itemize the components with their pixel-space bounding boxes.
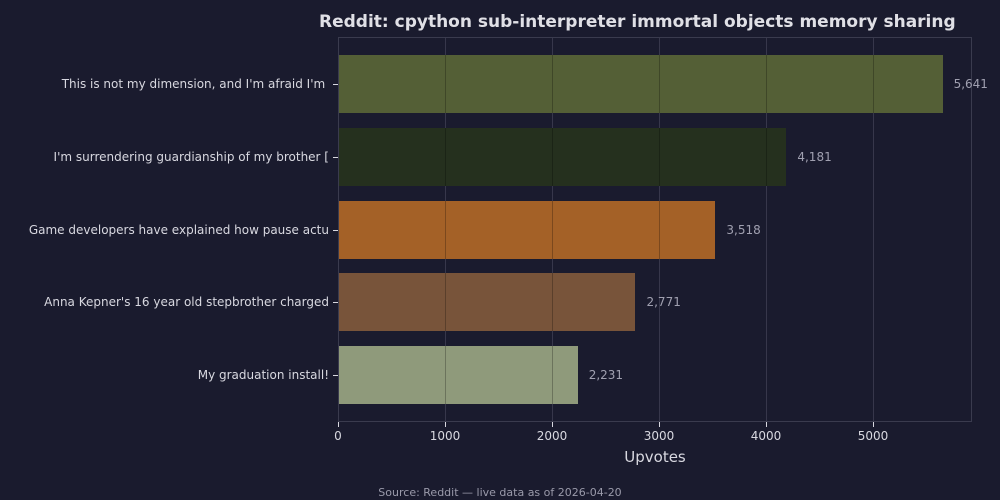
bar-gridline xyxy=(659,201,660,259)
bar[interactable] xyxy=(339,273,636,331)
bar-gridline xyxy=(552,128,553,186)
bar-gridline xyxy=(445,273,446,331)
bar-gridline xyxy=(445,201,446,259)
x-tick-label: 1000 xyxy=(429,429,461,443)
bar-value-label: 3,518 xyxy=(726,223,761,237)
bar-value-label: 2,231 xyxy=(588,368,624,382)
bar[interactable] xyxy=(339,128,787,186)
bar-gridline xyxy=(659,128,660,186)
bar-gridline xyxy=(552,55,553,113)
bar-gridline xyxy=(552,346,553,404)
x-gridline xyxy=(766,38,767,421)
x-tick xyxy=(766,422,767,427)
x-tick xyxy=(445,422,446,427)
bar-value-label: 2,771 xyxy=(646,295,681,309)
bar-value-label: 4,181 xyxy=(797,150,832,164)
x-tick xyxy=(873,422,874,427)
category-label: Anna Kepner's 16 year old stepbrother ch… xyxy=(44,295,329,309)
chart-title: Reddit: cpython sub-interpreter immortal… xyxy=(319,12,956,32)
bar-gridline xyxy=(766,128,767,186)
x-gridline xyxy=(873,38,874,421)
bar-gridline xyxy=(659,55,660,113)
x-tick-label: 2000 xyxy=(536,429,568,443)
x-tick-label: 0 xyxy=(334,429,342,443)
y-tick xyxy=(333,375,338,376)
x-tick xyxy=(659,422,660,427)
bar-gridline xyxy=(766,55,767,113)
x-tick-label: 4000 xyxy=(750,429,782,443)
category-label: I'm surrendering guardianship of my brot… xyxy=(53,150,329,164)
bar-gridline xyxy=(552,201,553,259)
bar-gridline xyxy=(445,346,446,404)
x-axis-label: Upvotes xyxy=(624,448,686,466)
y-tick xyxy=(333,230,338,231)
bar-gridline xyxy=(445,55,446,113)
y-tick xyxy=(333,302,338,303)
bar-gridline xyxy=(552,273,553,331)
category-label: This is not my dimension, and I'm afraid… xyxy=(61,77,329,91)
x-tick-label: 5000 xyxy=(857,429,889,443)
x-tick-label: 3000 xyxy=(643,429,675,443)
x-tick xyxy=(552,422,553,427)
bar-gridline xyxy=(873,55,874,113)
category-label: Game developers have explained how pause… xyxy=(28,223,329,237)
y-tick xyxy=(333,157,338,158)
bar[interactable] xyxy=(339,201,716,259)
bar[interactable] xyxy=(339,55,943,113)
y-tick xyxy=(333,84,338,85)
category-label: My graduation install! xyxy=(197,368,329,382)
plot-area xyxy=(338,37,972,422)
bar-gridline xyxy=(445,128,446,186)
bar-value-label: 5,641 xyxy=(953,77,988,91)
bar[interactable] xyxy=(339,346,578,404)
x-tick xyxy=(338,422,339,427)
source-footnote: Source: Reddit — live data as of 2026-04… xyxy=(378,486,622,499)
